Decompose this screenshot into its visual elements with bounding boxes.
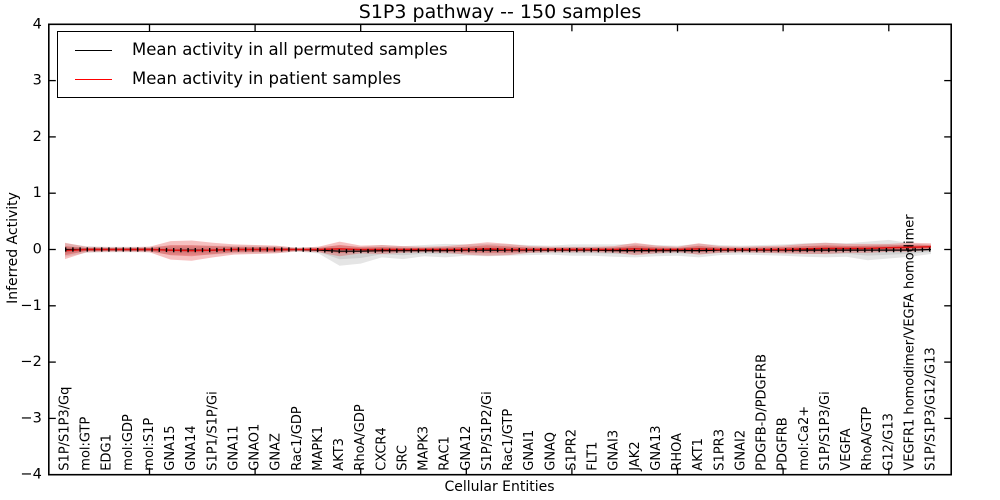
x-tick-label: S1P/S1P3/Gi <box>818 391 833 470</box>
x-tick-label: S1P/S1P3/G12/G13 <box>924 347 939 470</box>
x-tick-label: mol:Ca2+ <box>797 406 812 471</box>
x-tick-label: VEGFR1 homodimer/VEGFA homodimer <box>902 214 917 471</box>
y-tick-label: −4 <box>20 467 41 483</box>
y-tick-label: −3 <box>20 410 41 426</box>
x-tick-label: mol:GDP <box>121 414 136 471</box>
x-tick-label: GNAZ <box>269 433 284 471</box>
red-line-swatch <box>75 78 112 80</box>
x-tick-label: EDG1 <box>100 434 115 471</box>
x-tick-label: S1PR3 <box>712 429 727 471</box>
y-tick-label: −2 <box>20 354 41 370</box>
x-tick-label: CXCR4 <box>374 427 389 470</box>
legend: Mean activity in all permuted samples Me… <box>57 31 514 98</box>
x-tick-label: GNAQ <box>543 432 558 471</box>
y-tick-label: 4 <box>33 16 42 32</box>
y-tick-label: 1 <box>33 185 42 201</box>
chart-title: S1P3 pathway -- 150 samples <box>358 1 642 23</box>
x-tick-label: S1P/S1P3/Gq <box>58 387 73 471</box>
x-tick-label: AKT1 <box>691 438 706 471</box>
x-tick-label: S1PR2 <box>564 429 579 471</box>
y-tick-label: −1 <box>20 298 41 314</box>
x-tick-label: PDGFRB <box>776 417 791 470</box>
x-tick-label: GNA11 <box>227 425 242 470</box>
x-tick-label: RhoA/GTP <box>860 407 875 471</box>
x-tick-label: GNAI2 <box>733 430 748 471</box>
y-tick-label: 2 <box>33 129 42 145</box>
x-tick-label: RAC1 <box>438 436 453 471</box>
x-tick-label: mol:S1P <box>142 418 157 471</box>
x-tick-label: Rac1/GDP <box>290 406 305 471</box>
x-tick-label: SRC <box>396 445 411 471</box>
x-tick-label: AKT3 <box>332 438 347 471</box>
x-tick-label: FLT1 <box>586 442 601 471</box>
permuted-band-outer <box>65 239 931 266</box>
x-tick-label: mol:GTP <box>79 417 94 471</box>
x-tick-label: S1P1/S1P/Gi <box>205 391 220 470</box>
x-tick-label: S1P/S1P2/Gi <box>480 391 495 470</box>
x-tick-label: GNAO1 <box>248 424 263 471</box>
x-tick-label: RHOA <box>670 433 685 471</box>
x-tick-label: PDGFB-D/PDGFRB <box>755 354 770 471</box>
legend-label-patient: Mean activity in patient samples <box>132 69 402 88</box>
x-tick-label: RhoA/GDP <box>353 404 368 471</box>
x-tick-label: GNA13 <box>649 425 664 470</box>
x-axis-label: Cellular Entities <box>444 479 555 495</box>
x-tick-label: GNAI3 <box>607 430 622 471</box>
x-tick-label: GNA15 <box>163 425 178 470</box>
x-tick-label: MAPK1 <box>311 426 326 471</box>
x-tick-label: VEGFA <box>839 428 854 470</box>
x-tick-label: Rac1/GTP <box>501 409 516 471</box>
legend-item-permuted: Mean activity in all permuted samples <box>58 39 513 61</box>
y-tick-label: 0 <box>33 242 42 258</box>
x-tick-label: GNA14 <box>184 425 199 470</box>
x-tick-label: GNA12 <box>459 425 474 470</box>
y-tick-label: 3 <box>33 73 42 89</box>
x-tick-label: MAPK3 <box>417 426 432 471</box>
permuted-line-markers <box>65 247 932 254</box>
x-tick-label: G12/G13 <box>881 413 896 471</box>
legend-item-patient: Mean activity in patient samples <box>58 68 513 90</box>
x-tick-label: GNAI1 <box>522 430 537 471</box>
legend-label-permuted: Mean activity in all permuted samples <box>132 40 448 59</box>
black-line-swatch <box>75 49 112 51</box>
x-tick-label: JAK2 <box>628 441 643 471</box>
